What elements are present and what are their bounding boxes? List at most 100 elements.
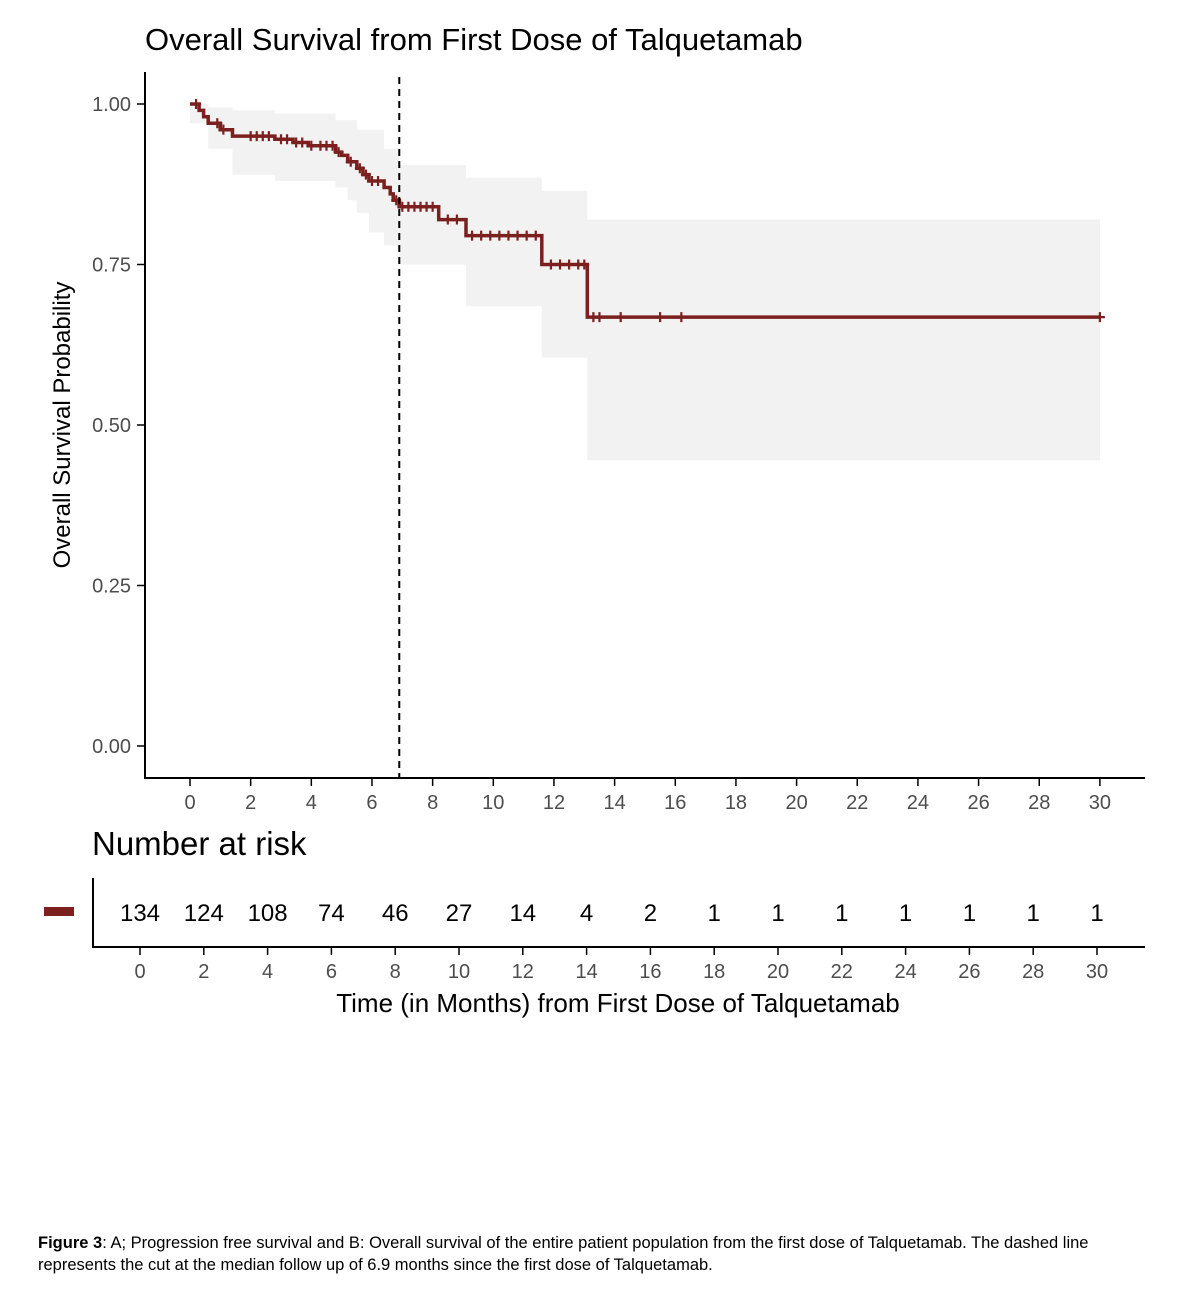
risk-table: Number at risk 134 124 108 74 46 27 14 4 2 1 1 1 1 1 1…: [44, 825, 1145, 1018]
censor-mark: [512, 230, 523, 241]
plot-area: 0.000.250.500.751.00 0 2 4 6 8 10 12 14 16 18 20 22…: [49, 72, 1145, 814]
risk-count: 1: [1090, 900, 1103, 927]
censor-mark: [427, 201, 438, 212]
censor-mark: [503, 230, 514, 241]
censor-mark: [263, 131, 274, 142]
risk-x-tick-label: 4: [262, 961, 273, 983]
censor-mark: [297, 137, 308, 148]
x-tick-label: 12: [543, 792, 565, 814]
censor-mark: [360, 169, 371, 180]
censor-mark: [485, 230, 496, 241]
censor-mark: [530, 230, 541, 241]
censor-mark: [1094, 312, 1105, 323]
risk-count: 1: [835, 900, 848, 927]
risk-table-title: Number at risk: [92, 825, 307, 862]
censor-mark: [345, 156, 356, 167]
risk-x-tick-label: 0: [134, 961, 145, 983]
censor-mark: [333, 147, 344, 158]
risk-x-tick-label: 20: [767, 961, 789, 983]
censor-mark: [467, 230, 478, 241]
risk-count: 74: [318, 900, 345, 927]
censor-mark: [615, 312, 626, 323]
risk-counts: 134 124 108 74 46 27 14 4 2 1 1 1 1 1 1 1: [120, 900, 1104, 927]
x-tick-label: 0: [184, 792, 195, 814]
risk-count: 1: [1027, 900, 1040, 927]
risk-count: 14: [509, 900, 536, 927]
x-tick-label: 10: [482, 792, 504, 814]
censor-mark: [191, 99, 202, 109]
x-tick-label: 24: [907, 792, 929, 814]
figure-caption: Figure 3: A; Progression free survival a…: [38, 1232, 1168, 1276]
risk-x-tick-label: 12: [512, 961, 534, 983]
y-tick-label: 0.75: [92, 255, 131, 277]
risk-count: 1: [771, 900, 784, 927]
x-tick-label: 14: [603, 792, 625, 814]
y-tick-label: 0.00: [92, 736, 131, 758]
risk-x-tick-label: 26: [958, 961, 980, 983]
risk-x-axis-ticks: 0 2 4 6 8 10 12 14 16 18 20 22 24 26 28 30: [134, 947, 1108, 983]
risk-count: 1: [899, 900, 912, 927]
risk-x-tick-label: 8: [390, 961, 401, 983]
caption-text: : A; Progression free survival and B: Ov…: [38, 1234, 1089, 1274]
risk-count: 4: [580, 900, 593, 927]
risk-x-tick-label: 18: [703, 961, 725, 983]
x-tick-label: 4: [306, 792, 317, 814]
censor-mark: [594, 312, 605, 323]
x-axis-ticks: 0 2 4 6 8 10 12 14 16 18 20 22 24 26 28 30: [184, 778, 1111, 814]
y-tick-label: 1.00: [92, 94, 131, 116]
x-tick-label: 28: [1028, 792, 1050, 814]
confidence-band: [190, 104, 1100, 461]
risk-x-tick-label: 16: [639, 961, 661, 983]
x-tick-label: 18: [725, 792, 747, 814]
y-tick-label: 0.25: [92, 576, 131, 598]
confidence-band-area: [190, 104, 1100, 461]
censor-mark: [676, 312, 687, 323]
chart-title: Overall Survival from First Dose of Talq…: [145, 22, 803, 57]
risk-count: 134: [120, 900, 160, 927]
risk-legend-key: [44, 907, 74, 916]
risk-count: 1: [708, 900, 721, 927]
risk-count: 124: [184, 900, 224, 927]
risk-x-tick-label: 28: [1022, 961, 1044, 983]
censor-mark: [521, 230, 532, 241]
y-axis-ticks: 0.00 0.25 0.50 0.75 1.00: [92, 94, 145, 758]
risk-x-tick-label: 6: [326, 961, 337, 983]
x-tick-label: 30: [1089, 792, 1111, 814]
risk-count: 46: [382, 900, 409, 927]
risk-x-tick-label: 10: [448, 961, 470, 983]
risk-x-tick-label: 30: [1086, 961, 1108, 983]
censor-mark: [282, 134, 293, 145]
censor-mark: [442, 214, 453, 225]
censor-mark: [306, 140, 317, 151]
x-tick-label: 22: [846, 792, 868, 814]
censor-mark: [327, 140, 338, 151]
x-tick-label: 20: [785, 792, 807, 814]
x-tick-label: 2: [245, 792, 256, 814]
x-axis-label: Time (in Months) from First Dose of Talq…: [336, 988, 900, 1018]
risk-x-tick-label: 14: [575, 961, 597, 983]
x-tick-label: 26: [967, 792, 989, 814]
censor-mark: [218, 124, 229, 135]
caption-label: Figure 3: [38, 1234, 103, 1252]
risk-x-tick-label: 2: [198, 961, 209, 983]
censor-mark: [476, 230, 487, 241]
censor-mark: [212, 118, 223, 129]
censor-marks: [191, 99, 1105, 323]
censor-mark: [494, 230, 505, 241]
censor-mark: [555, 259, 566, 270]
risk-count: 27: [446, 900, 473, 927]
y-tick-label: 0.50: [92, 415, 131, 437]
risk-count: 2: [644, 900, 657, 927]
y-axis-label: Overall Survival Probability: [49, 282, 76, 569]
risk-count: 1: [963, 900, 976, 927]
risk-count: 108: [248, 900, 288, 927]
risk-x-tick-label: 24: [894, 961, 916, 983]
censor-mark: [373, 176, 384, 187]
censor-mark: [579, 259, 590, 270]
x-tick-label: 16: [664, 792, 686, 814]
censor-mark: [451, 214, 462, 225]
censor-mark: [354, 163, 365, 174]
risk-x-tick-label: 22: [831, 961, 853, 983]
censor-mark: [655, 312, 666, 323]
censor-mark: [545, 259, 556, 270]
